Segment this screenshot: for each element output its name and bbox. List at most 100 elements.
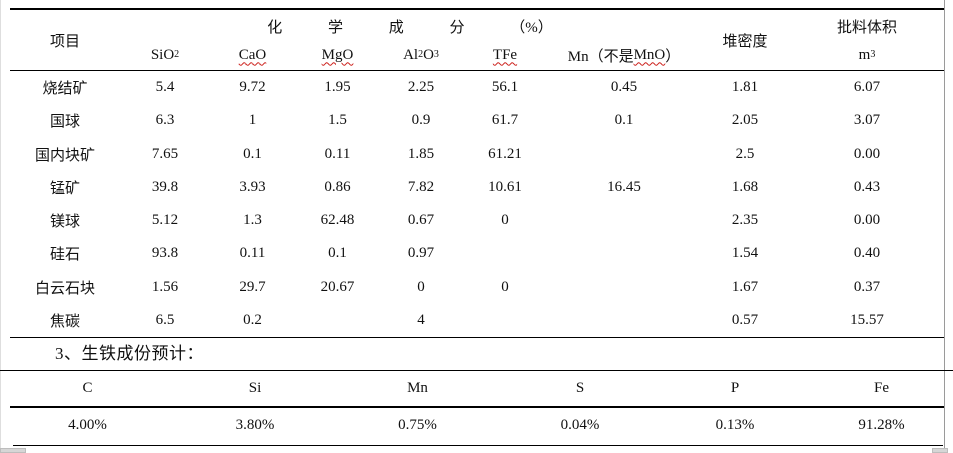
mgo-column-header: MgO bbox=[295, 40, 380, 70]
materials-table-header: 项目 化 学 成 分 （%） SiO 2 CaO MgO Al 2 O 3 TFe Mn… bbox=[10, 10, 944, 71]
cell: 4 bbox=[417, 311, 425, 328]
table-rule bbox=[13, 444, 943, 446]
selection-handle-left[interactable] bbox=[0, 448, 26, 453]
volume-unit-base: m bbox=[858, 46, 871, 63]
cell: 0.86 bbox=[324, 178, 351, 195]
cell: 1.5 bbox=[328, 112, 347, 129]
cao-label: CaO bbox=[238, 46, 267, 63]
cell: 29.7 bbox=[239, 278, 266, 295]
cell: 39.8 bbox=[151, 178, 179, 195]
cell bbox=[462, 237, 548, 270]
cell bbox=[295, 304, 380, 337]
selection-handle-right[interactable] bbox=[932, 448, 948, 453]
al2o3-part1: Al bbox=[403, 46, 419, 63]
mn-label-mno: MnO bbox=[633, 46, 666, 63]
cell: 3.80% bbox=[235, 416, 275, 433]
tfe-column-header: TFe bbox=[462, 40, 548, 70]
row-label: 焦碳 bbox=[49, 313, 80, 330]
cell: 4.00% bbox=[68, 416, 107, 433]
batch-volume-column-header: 批料体积 bbox=[836, 19, 897, 36]
item-column-header: 项目 bbox=[49, 33, 80, 50]
cell: 5.4 bbox=[155, 79, 175, 96]
cell: 2.5 bbox=[735, 145, 755, 162]
cell: 7.65 bbox=[151, 145, 179, 162]
cell: 0.1 bbox=[328, 245, 347, 262]
mn-label-suffix: ） bbox=[665, 48, 681, 65]
cell: 3.07 bbox=[853, 112, 881, 129]
column-header: Si bbox=[248, 380, 262, 396]
pig-iron-table: C Si Mn S P Fe 4.00% 3.80% 0.75% 0.04% 0… bbox=[0, 370, 953, 446]
cell: 0.13% bbox=[715, 416, 755, 433]
cell: 91.28% bbox=[858, 416, 905, 433]
sio2-column-header: SiO 2 bbox=[120, 40, 210, 70]
column-header: Mn bbox=[407, 380, 428, 396]
section-heading: 3、生铁成份预计： bbox=[55, 344, 204, 363]
tfe-label: TFe bbox=[492, 46, 518, 63]
cell: 0.00 bbox=[853, 212, 881, 229]
cell bbox=[462, 304, 548, 337]
mgo-label: MgO bbox=[321, 46, 354, 63]
cell: 5.12 bbox=[151, 212, 179, 229]
cell: 6.3 bbox=[155, 112, 175, 129]
cell: 0.04% bbox=[560, 416, 600, 433]
table-rule bbox=[10, 406, 944, 408]
row-label: 国球 bbox=[49, 114, 80, 131]
cell: 56.1 bbox=[491, 79, 519, 96]
cell: 62.48 bbox=[320, 212, 355, 229]
cell: 0.00 bbox=[853, 145, 881, 162]
sio2-label: SiO bbox=[150, 46, 175, 63]
cell: 61.21 bbox=[488, 145, 522, 162]
cell: 10.61 bbox=[488, 178, 522, 195]
pig-iron-table-values: 4.00% 3.80% 0.75% 0.04% 0.13% 91.28% bbox=[0, 406, 953, 444]
al2o3-column-header: Al 2 O 3 bbox=[380, 40, 462, 70]
sio2-subscript: 2 bbox=[174, 49, 180, 60]
cell bbox=[548, 304, 700, 337]
cell: 1.81 bbox=[731, 79, 759, 96]
row-label: 锰矿 bbox=[49, 180, 80, 197]
cell: 0.2 bbox=[243, 311, 262, 328]
cell: 2.35 bbox=[731, 212, 759, 229]
pig-iron-table-header: C Si Mn S P Fe bbox=[0, 371, 953, 406]
column-header: S bbox=[575, 380, 585, 396]
cell: 2.25 bbox=[407, 79, 435, 96]
cell: 0.9 bbox=[411, 112, 431, 129]
cell: 0.43 bbox=[853, 178, 881, 195]
page-edge-left bbox=[0, 0, 1, 453]
cell: 0 bbox=[417, 278, 425, 295]
row-label: 硅石 bbox=[49, 247, 80, 264]
cell: 20.67 bbox=[320, 278, 355, 295]
cell: 0 bbox=[501, 212, 509, 229]
cell: 1 bbox=[248, 112, 257, 129]
chemical-composition-group-header: 化 学 成 分 （%） bbox=[267, 19, 553, 36]
cell: 1.56 bbox=[151, 278, 179, 295]
row-label: 烧结矿 bbox=[42, 81, 88, 98]
al2o3-sub1: 2 bbox=[418, 49, 424, 60]
materials-table: 项目 化 学 成 分 （%） SiO 2 CaO MgO Al 2 O 3 TFe Mn… bbox=[10, 8, 944, 338]
cell: 0.40 bbox=[853, 245, 881, 262]
cell: 0.75% bbox=[398, 416, 437, 433]
volume-unit-sup: 3 bbox=[870, 49, 876, 60]
row-label: 镁球 bbox=[49, 214, 80, 231]
cell: 0.97 bbox=[407, 245, 435, 262]
column-header: Fe bbox=[874, 380, 889, 396]
cell: 1.68 bbox=[731, 178, 759, 195]
cell: 93.8 bbox=[151, 245, 179, 262]
cell: 1.3 bbox=[243, 212, 262, 229]
cell: 0.67 bbox=[407, 212, 435, 229]
cell bbox=[548, 138, 700, 171]
cao-column-header: CaO bbox=[210, 40, 295, 70]
cell: 6.07 bbox=[853, 79, 881, 96]
cell bbox=[548, 204, 700, 237]
cell: 0.45 bbox=[610, 79, 638, 96]
cell: 16.45 bbox=[607, 178, 641, 195]
cell bbox=[548, 237, 700, 270]
cell: 0.11 bbox=[324, 145, 351, 162]
cell: 6.5 bbox=[155, 311, 175, 328]
materials-table-body: 烧结矿 5.4 9.72 1.95 2.25 56.1 0.45 1.81 6.… bbox=[10, 71, 944, 337]
cell: 0.1 bbox=[614, 112, 634, 129]
cell: 0 bbox=[501, 278, 509, 295]
cell: 0.1 bbox=[243, 145, 262, 162]
cell: 2.05 bbox=[731, 112, 759, 129]
